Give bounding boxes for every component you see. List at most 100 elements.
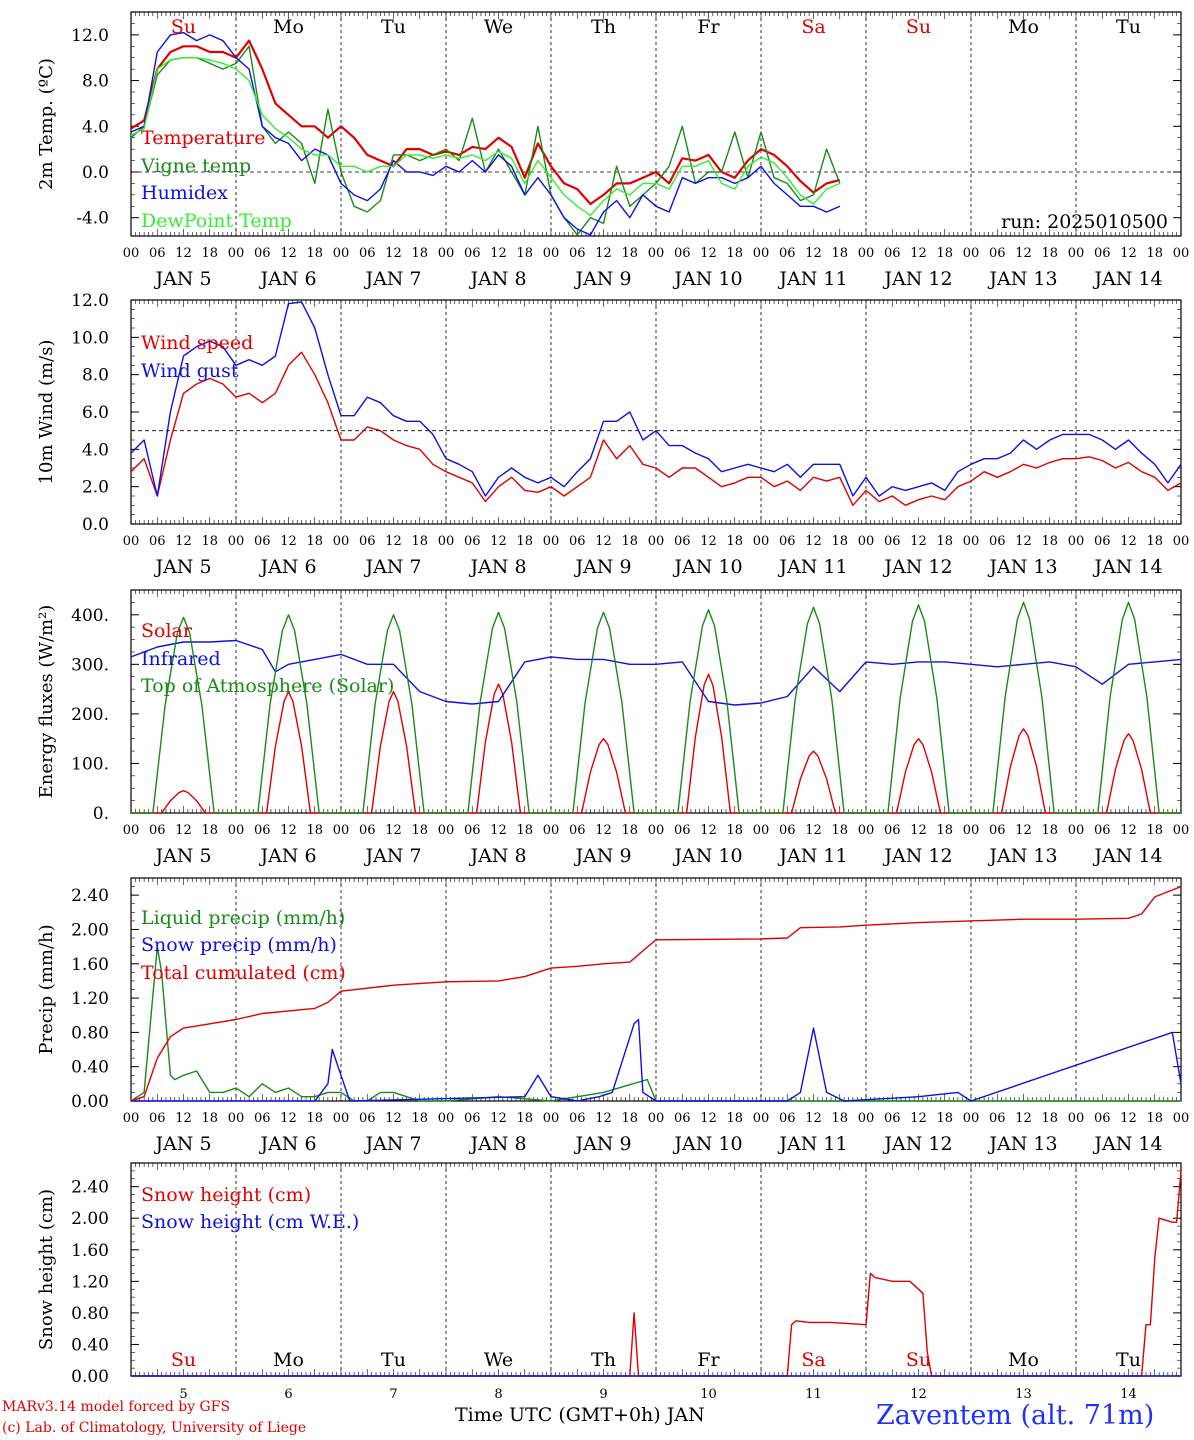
y-tick-label: 2.0 <box>82 478 109 498</box>
day-label: JAN 7 <box>363 845 421 867</box>
hour-label: 12 <box>490 246 507 261</box>
y-axis-title: 10m Wind (m/s) <box>36 340 57 485</box>
hour-label: 06 <box>569 246 586 261</box>
day-label: JAN 6 <box>258 1133 316 1155</box>
hour-label: 00 <box>228 246 245 261</box>
y-tick-label: 0.40 <box>71 1058 109 1078</box>
hour-label: 18 <box>621 823 638 838</box>
hour-label: 06 <box>359 823 376 838</box>
hour-label: 00 <box>333 823 350 838</box>
hour-label: 12 <box>805 534 822 549</box>
day-label: JAN 11 <box>777 845 847 867</box>
y-tick-label: 2.40 <box>71 886 109 906</box>
hour-label: 06 <box>1094 1111 1111 1126</box>
y-tick-label: 1.60 <box>71 1241 109 1261</box>
y-tick-label: 0. <box>93 804 109 824</box>
hour-label: 12 <box>1015 823 1032 838</box>
hour-label: 00 <box>1173 823 1190 838</box>
hour-label: 12 <box>175 1111 192 1126</box>
hour-label: 00 <box>858 1111 875 1126</box>
hour-label: 00 <box>858 246 875 261</box>
legend-entry: Wind speed <box>141 332 253 354</box>
hour-label: 18 <box>1146 1111 1163 1126</box>
hour-label: 06 <box>674 534 691 549</box>
day-label: JAN 9 <box>573 268 631 290</box>
hour-label: 00 <box>963 1111 980 1126</box>
legend-entry: Wind gust <box>141 360 239 382</box>
weekday-label: Su <box>906 1349 931 1371</box>
hour-label: 18 <box>1146 534 1163 549</box>
hour-label: 06 <box>779 1111 796 1126</box>
hour-label: 12 <box>595 1111 612 1126</box>
series-line <box>131 601 1181 814</box>
hour-label: 06 <box>779 823 796 838</box>
day-number: 13 <box>1015 1387 1032 1402</box>
day-label: JAN 7 <box>363 556 421 578</box>
panel-3: 0. 100. 200. 300. 400. Energy fluxes (W/m²) 00… <box>36 589 1190 867</box>
hour-label: 18 <box>936 1111 953 1126</box>
hour-label: 12 <box>700 534 717 549</box>
day-label: JAN 6 <box>258 268 316 290</box>
hour-label: 00 <box>1068 1111 1085 1126</box>
hour-label: 00 <box>858 534 875 549</box>
hour-label: 00 <box>123 823 140 838</box>
hour-label: 12 <box>490 823 507 838</box>
legend-entry: Solar <box>141 620 193 642</box>
day-number: 6 <box>284 1387 292 1402</box>
hour-label: 06 <box>674 1111 691 1126</box>
y-tick-label: 12.0 <box>71 291 109 311</box>
hour-label: 00 <box>858 823 875 838</box>
hour-label: 18 <box>1146 823 1163 838</box>
hour-label: 06 <box>989 823 1006 838</box>
hour-label: 06 <box>1094 246 1111 261</box>
day-label: JAN 5 <box>153 556 211 578</box>
y-axis-title: Energy fluxes (W/m²) <box>36 605 57 799</box>
hour-label: 00 <box>438 534 455 549</box>
series-line <box>130 885 1182 1102</box>
hour-label: 12 <box>385 1111 402 1126</box>
legend-entry: Vigne temp <box>140 155 251 177</box>
series-line <box>130 31 841 236</box>
day-label: JAN 12 <box>882 556 952 578</box>
hour-label: 18 <box>1041 823 1058 838</box>
hour-label: 00 <box>228 823 245 838</box>
hour-label: 00 <box>123 534 140 549</box>
hour-label: 00 <box>228 1111 245 1126</box>
hour-label: 06 <box>149 246 166 261</box>
hour-label: 12 <box>700 823 717 838</box>
day-label: JAN 10 <box>672 556 742 578</box>
hour-label: 06 <box>464 534 481 549</box>
legend-entry: Liquid precip (mm/h) <box>141 907 345 929</box>
hour-label: 18 <box>936 823 953 838</box>
hour-label: 18 <box>516 246 533 261</box>
hour-label: 06 <box>464 1111 481 1126</box>
hour-label: 00 <box>1173 534 1190 549</box>
hour-label: 00 <box>543 246 560 261</box>
weekday-label: Fr <box>697 16 720 38</box>
legend-entry: Snow precip (mm/h) <box>141 934 337 956</box>
hour-label: 12 <box>280 823 297 838</box>
day-label: JAN 14 <box>1092 1133 1162 1155</box>
hour-label: 18 <box>726 823 743 838</box>
day-label: JAN 10 <box>672 1133 742 1155</box>
hour-label: 06 <box>569 823 586 838</box>
hour-label: 06 <box>254 1111 271 1126</box>
x-axis-title: Time UTC (GMT+0h) JAN <box>455 1404 705 1426</box>
hour-label: 12 <box>280 1111 297 1126</box>
hour-label: 12 <box>910 1111 927 1126</box>
y-tick-label: 100. <box>71 754 109 774</box>
weekday-label: Fr <box>697 1349 720 1371</box>
y-tick-label: 0.0 <box>82 163 109 183</box>
day-number: 7 <box>389 1387 397 1402</box>
hour-label: 06 <box>884 246 901 261</box>
hour-label: 18 <box>306 1111 323 1126</box>
hour-label: 00 <box>438 1111 455 1126</box>
day-label: JAN 6 <box>258 845 316 867</box>
day-label: JAN 5 <box>153 1133 211 1155</box>
hour-label: 18 <box>831 534 848 549</box>
y-tick-label: 6.0 <box>82 403 109 423</box>
day-label: JAN 13 <box>987 845 1057 867</box>
hour-label: 18 <box>621 1111 638 1126</box>
hour-label: 12 <box>595 534 612 549</box>
